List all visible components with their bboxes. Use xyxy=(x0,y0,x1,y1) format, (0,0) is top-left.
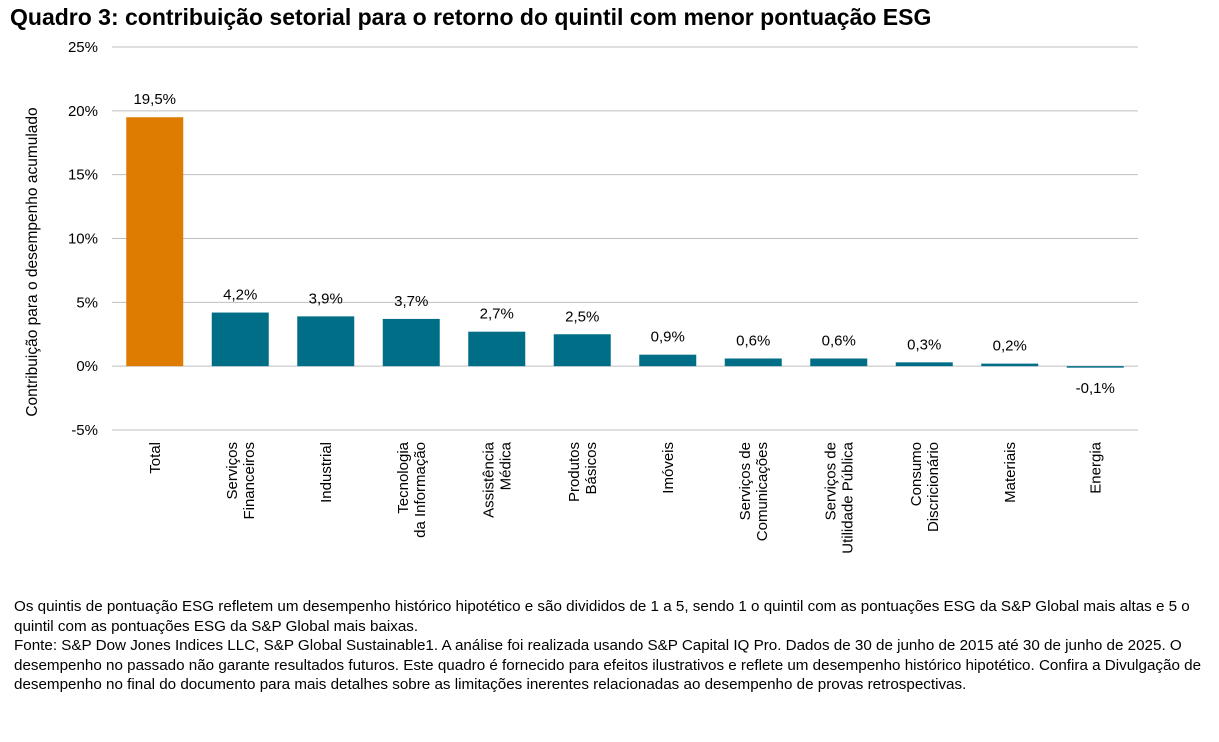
data-label: 3,7% xyxy=(394,293,428,310)
x-tick-label: Comunicações xyxy=(754,442,771,541)
x-tick-label: Financeiros xyxy=(241,442,258,520)
bar xyxy=(553,334,611,367)
x-tick-label: Assistência xyxy=(480,441,497,518)
x-tick-label: Utilidade Pública xyxy=(839,441,856,553)
bar xyxy=(126,117,184,367)
x-tick-label: Materiais xyxy=(1002,442,1019,503)
chart-title: Quadro 3: contribuição setorial para o r… xyxy=(10,4,932,30)
x-tick-label: Médica xyxy=(497,441,514,490)
x-tick-label: Discricionário xyxy=(925,442,942,532)
x-tick-label: Serviços de xyxy=(737,442,754,520)
note-source: Fonte: S&P Dow Jones Indices LLC, S&P Gl… xyxy=(14,637,1202,693)
x-tick-label: Energia xyxy=(1087,441,1104,493)
bar xyxy=(297,316,355,367)
bar xyxy=(1066,366,1124,368)
footnotes: Os quintis de pontuação ESG refletem um … xyxy=(14,597,1204,695)
y-tick-label: 5% xyxy=(76,294,98,311)
x-tick-label: Básicos xyxy=(583,442,600,495)
data-label: 0,9% xyxy=(651,329,685,346)
x-tick-label: Produtos xyxy=(566,442,583,502)
bar xyxy=(211,312,269,367)
bar xyxy=(810,358,868,367)
bar xyxy=(639,354,697,367)
x-tick-label: Consumo xyxy=(908,442,925,506)
x-tick-label: Total xyxy=(147,442,164,474)
note-quintiles: Os quintis de pontuação ESG refletem um … xyxy=(14,598,1190,635)
data-label: 0,3% xyxy=(907,336,941,353)
y-tick-label: 10% xyxy=(68,231,98,248)
y-axis-label: Contribuição para o desempenho acumulado xyxy=(24,107,41,416)
x-tick-label: Tecnologia xyxy=(395,441,412,513)
bar-chart: -5% 0% 5% 10% 15% 20% 25% Contribuição para o d… xyxy=(24,39,1138,554)
bar xyxy=(724,358,782,367)
y-tick-label: 20% xyxy=(68,103,98,120)
data-label: 19,5% xyxy=(133,91,176,108)
data-label: 4,2% xyxy=(223,287,257,304)
bar xyxy=(981,363,1039,367)
y-tick-label: 25% xyxy=(68,39,98,56)
data-label: 3,9% xyxy=(309,290,343,307)
data-label: 0,2% xyxy=(993,338,1027,355)
bar xyxy=(895,362,953,367)
bar xyxy=(468,331,526,367)
data-label: 0,6% xyxy=(736,333,770,350)
x-tick-label: Serviços xyxy=(224,442,241,500)
x-tick-label: Industrial xyxy=(318,442,335,503)
x-tick-label: Serviços de xyxy=(822,442,839,520)
data-label: 2,7% xyxy=(480,306,514,323)
y-tick-label: 15% xyxy=(68,167,98,184)
data-label: 0,6% xyxy=(822,333,856,350)
y-tick-label: 0% xyxy=(76,358,98,375)
bar xyxy=(382,318,440,367)
y-tick-label: -5% xyxy=(71,422,98,439)
x-tick-label: Imóveis xyxy=(660,442,677,494)
data-label: -0,1% xyxy=(1076,380,1115,397)
x-tick-label: da Informação xyxy=(412,442,429,538)
data-label: 2,5% xyxy=(565,308,599,325)
